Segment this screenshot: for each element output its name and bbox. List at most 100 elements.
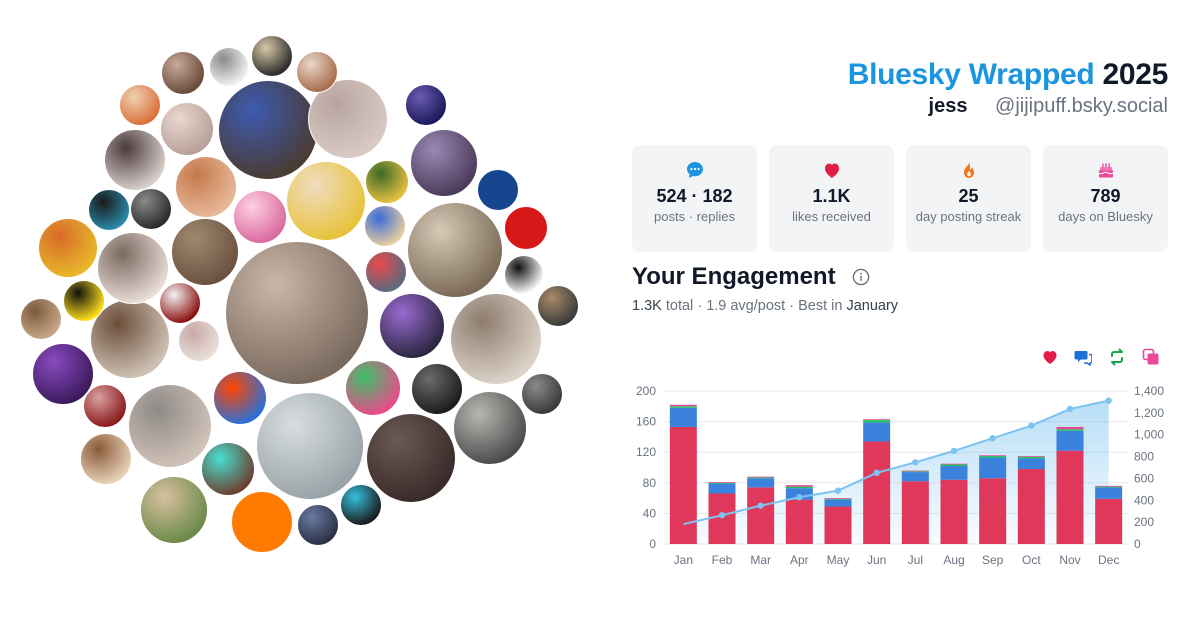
avatar (97, 232, 169, 304)
engagement-summary: 1.3K total · 1.9 avg/post · Best in Janu… (632, 298, 899, 314)
y2-tick-label: 1,000 (1134, 428, 1164, 442)
avatar-cloud (20, 35, 579, 553)
stat-value: 524 · 182 (656, 186, 733, 206)
reply-icon (1074, 351, 1092, 366)
avatar (231, 491, 293, 553)
engagement-title: Your Engagement (632, 263, 836, 290)
quote-icon (1142, 348, 1159, 365)
avatar (379, 293, 445, 359)
info-icon[interactable] (852, 268, 870, 286)
x-tick-label: Feb (712, 553, 733, 567)
bar-segment (708, 483, 736, 494)
cumulative-point (757, 502, 764, 509)
bar-segment (940, 464, 968, 466)
avatar (365, 251, 407, 293)
page-title: Bluesky Wrapped 2025 (847, 58, 1169, 92)
bar-segment (669, 404, 697, 407)
bar-segment (824, 499, 852, 507)
cumulative-point (718, 512, 726, 519)
cake-icon (1098, 163, 1113, 178)
avatar (128, 384, 212, 468)
engagement-avg: 1.9 avg/post (706, 298, 786, 314)
x-tick-label: Sep (982, 553, 1004, 567)
avatar (233, 190, 287, 244)
x-tick-label: Nov (1059, 553, 1080, 567)
speech-bubble-icon (686, 162, 703, 178)
avatar (256, 392, 364, 500)
avatar (209, 47, 249, 87)
engagement-total: 1.3K (632, 298, 662, 314)
avatar (297, 504, 339, 546)
bar-segment (979, 478, 1007, 544)
bar-segment (669, 407, 697, 427)
bar-segment (708, 482, 736, 483)
avatar (175, 156, 237, 218)
bar-segment (747, 487, 775, 544)
cumulative-point (834, 487, 842, 494)
bar-segment (785, 485, 813, 487)
bar-segment (901, 470, 929, 472)
avatar (407, 202, 503, 298)
bar-segment (863, 441, 891, 544)
bar-segment (1017, 458, 1045, 470)
x-tick-label: Oct (1022, 553, 1041, 567)
y2-tick-label: 0 (1134, 537, 1141, 551)
avatar (130, 188, 172, 230)
y2-tick-label: 1,400 (1134, 384, 1164, 398)
stat-label: likes received (792, 209, 871, 224)
cumulative-point (950, 447, 958, 455)
cumulative-point (796, 494, 803, 501)
bar-segment (1056, 429, 1084, 431)
avatar (218, 80, 318, 180)
cumulative-point (873, 469, 880, 477)
avatar (119, 84, 161, 126)
bar-segment (901, 481, 929, 544)
avatar (537, 285, 579, 327)
cumulative-line (683, 399, 1109, 526)
stat-value: 789 (1090, 186, 1121, 206)
cumulative-point (989, 435, 996, 442)
y2-tick-label: 200 (1134, 515, 1154, 529)
avatar (178, 320, 220, 362)
avatar (88, 189, 130, 231)
engagement-best-month: January (846, 298, 899, 314)
user-line: jess @jijipuff.bsky.social (929, 95, 1168, 118)
heart-icon (824, 163, 839, 178)
engagement-chart: 0 40 80 120 160 200 0 200 400 600 800 1,000 1,200 1,4… (636, 384, 1164, 567)
avatar (38, 218, 98, 278)
bar-segment (863, 420, 891, 423)
x-tick-label: Dec (1098, 553, 1119, 567)
bar-segment (1095, 498, 1123, 544)
avatar (83, 384, 127, 428)
bar-segment (979, 456, 1007, 458)
x-tick-label: Aug (943, 553, 964, 567)
brand-title: Bluesky Wrapped (847, 58, 1095, 91)
y2-tick-label: 600 (1134, 471, 1154, 485)
bar-segment (708, 493, 736, 544)
stat-card-streak: 25 day posting streak (906, 145, 1031, 252)
year-label: 2025 (1102, 58, 1168, 91)
avatar (201, 442, 255, 496)
bar-segment (901, 471, 929, 473)
avatar (504, 255, 544, 295)
y-tick-label: 0 (649, 537, 656, 551)
bar-segment (1056, 450, 1084, 544)
bar-segment (979, 455, 1007, 457)
avatar (453, 391, 527, 465)
cumulative-point (1066, 405, 1074, 413)
heart-icon (1043, 351, 1057, 364)
cumulative-point (1105, 397, 1112, 404)
avatar (365, 160, 409, 204)
bar-segment (1017, 456, 1045, 457)
avatar (160, 102, 214, 156)
y-tick-label: 160 (636, 415, 656, 429)
avatar (340, 484, 382, 526)
flame-icon (963, 161, 974, 178)
bar-segment (669, 426, 697, 544)
bar-segment (669, 406, 697, 408)
bar-segment (824, 506, 852, 544)
avatar (251, 35, 293, 77)
avatar (80, 433, 132, 485)
stat-card-likes: 1.1K likes received (769, 145, 894, 252)
bar-segment (824, 498, 852, 499)
